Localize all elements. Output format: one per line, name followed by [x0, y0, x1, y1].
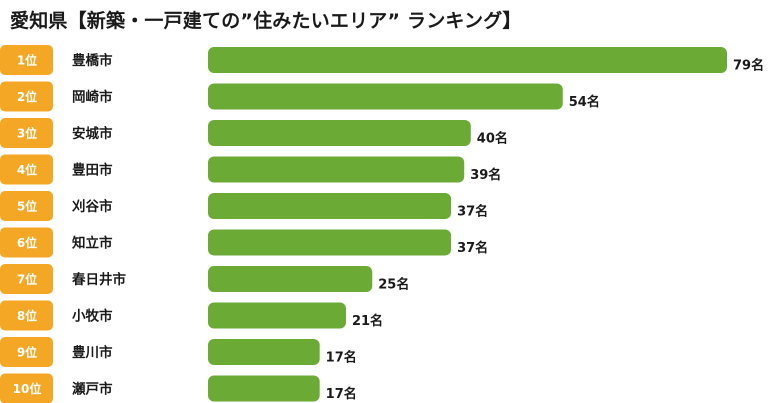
value-label: 79名 [733, 58, 764, 74]
bar [208, 120, 471, 146]
rank-badge [0, 373, 53, 403]
category-label: 春日井市 [71, 271, 126, 288]
bar [208, 266, 373, 292]
value-label: 21名 [352, 313, 383, 329]
value-label: 37名 [457, 240, 488, 256]
chart-row: 10位 瀬戸市 17名 [0, 373, 357, 403]
rank-badge [0, 81, 53, 112]
rank-label: 10位 [13, 381, 42, 396]
rank-badge [0, 264, 53, 294]
category-label: 豊川市 [72, 344, 113, 361]
category-label: 岡崎市 [72, 89, 113, 106]
value-label: 54名 [569, 94, 600, 110]
rank-badge [0, 45, 53, 75]
chart-row: 5位 刈谷市 37名 [0, 191, 488, 221]
bar [208, 47, 727, 73]
value-label: 40名 [477, 131, 508, 147]
chart-row: 6位 知立市 37名 [0, 227, 488, 258]
rank-badge [0, 227, 53, 258]
category-label: 知立市 [72, 235, 113, 252]
category-label: 安城市 [72, 125, 113, 142]
bar [208, 302, 346, 329]
category-label: 瀬戸市 [72, 381, 113, 398]
chart-row: 7位 春日井市 25名 [0, 264, 409, 294]
value-label: 25名 [378, 277, 409, 293]
rank-label: 1位 [17, 53, 37, 68]
category-label: 小牧市 [72, 308, 113, 325]
bar [208, 193, 452, 219]
category-label: 刈谷市 [72, 198, 113, 215]
rank-label: 8位 [17, 308, 37, 323]
bar [208, 375, 320, 402]
chart-row: 4位 豊田市 39名 [0, 154, 501, 185]
chart-title: 愛知県【新築・一戸建ての”住みたいエリア” ランキング】 [10, 10, 522, 32]
rank-badge [0, 300, 53, 331]
rank-label: 4位 [17, 162, 37, 177]
rank-label: 6位 [17, 235, 37, 250]
bar [208, 339, 320, 365]
chart-row: 2位 岡崎市 54名 [0, 81, 600, 112]
rank-badge [0, 191, 53, 221]
rank-label: 3位 [17, 126, 37, 141]
rank-badge [0, 337, 53, 367]
value-label: 37名 [457, 204, 488, 220]
category-label: 豊橋市 [72, 52, 113, 69]
category-label: 豊田市 [72, 162, 113, 179]
chart-row: 1位 豊橋市 79名 [0, 45, 764, 75]
rank-label: 7位 [17, 272, 37, 287]
rank-badge [0, 154, 53, 185]
chart-row: 8位 小牧市 21名 [0, 300, 383, 331]
rank-label: 2位 [17, 89, 37, 104]
value-label: 17名 [326, 350, 357, 366]
bar [208, 83, 563, 110]
rank-label: 5位 [17, 199, 37, 214]
chart-row: 3位 安城市 40名 [0, 118, 508, 148]
chart-row: 9位 豊川市 17名 [0, 337, 357, 367]
bar [208, 229, 452, 256]
rank-badge [0, 118, 53, 148]
rank-label: 9位 [17, 345, 37, 360]
bar [208, 156, 465, 183]
value-label: 39名 [470, 167, 501, 183]
value-label: 17名 [326, 386, 357, 402]
